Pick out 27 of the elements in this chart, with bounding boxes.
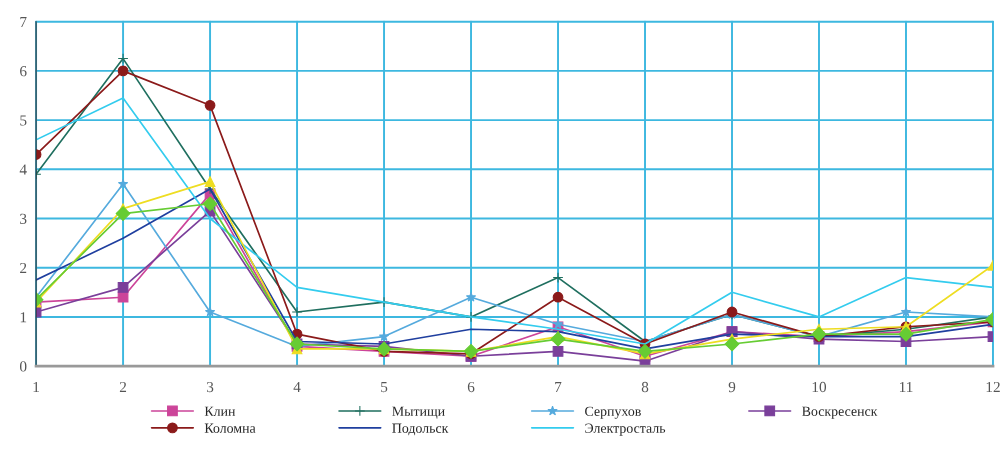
y-tick-label: 3 <box>20 213 27 224</box>
x-tick-label: 8 <box>641 381 649 393</box>
x-tick-label: 3 <box>206 381 214 393</box>
x-tick-label: 2 <box>119 381 127 392</box>
legend-label: Коломна <box>204 423 256 433</box>
x-tick-label: 4 <box>293 381 301 392</box>
legend-label: Воскресенск <box>802 406 878 419</box>
x-tick-label: 12 <box>986 381 1000 392</box>
legend-label: Клин <box>204 406 236 416</box>
y-tick-label: 2 <box>20 262 27 274</box>
legend-label: Серпухов <box>585 406 641 419</box>
y-tick-label: 5 <box>20 115 27 126</box>
x-tick-label: 6 <box>467 381 475 393</box>
x-tick-label: 1 <box>33 381 39 392</box>
y-tick-label: 4 <box>19 164 27 175</box>
x-tick-label: 11 <box>899 381 913 392</box>
y-tick-label: 6 <box>20 66 27 77</box>
x-tick-label: 10 <box>812 381 827 393</box>
x-tick-label: 9 <box>728 381 736 393</box>
y-tick-label: 0 <box>19 361 27 372</box>
x-tick-label: 7 <box>555 381 562 392</box>
x-tick-label: 5 <box>381 381 388 393</box>
legend-label: Подольск <box>392 423 449 436</box>
y-tick-label: 7 <box>20 16 27 27</box>
legend-label: Электросталь <box>585 423 666 436</box>
legend-label: Мытищи <box>392 406 445 419</box>
y-tick-label: 1 <box>20 312 27 323</box>
